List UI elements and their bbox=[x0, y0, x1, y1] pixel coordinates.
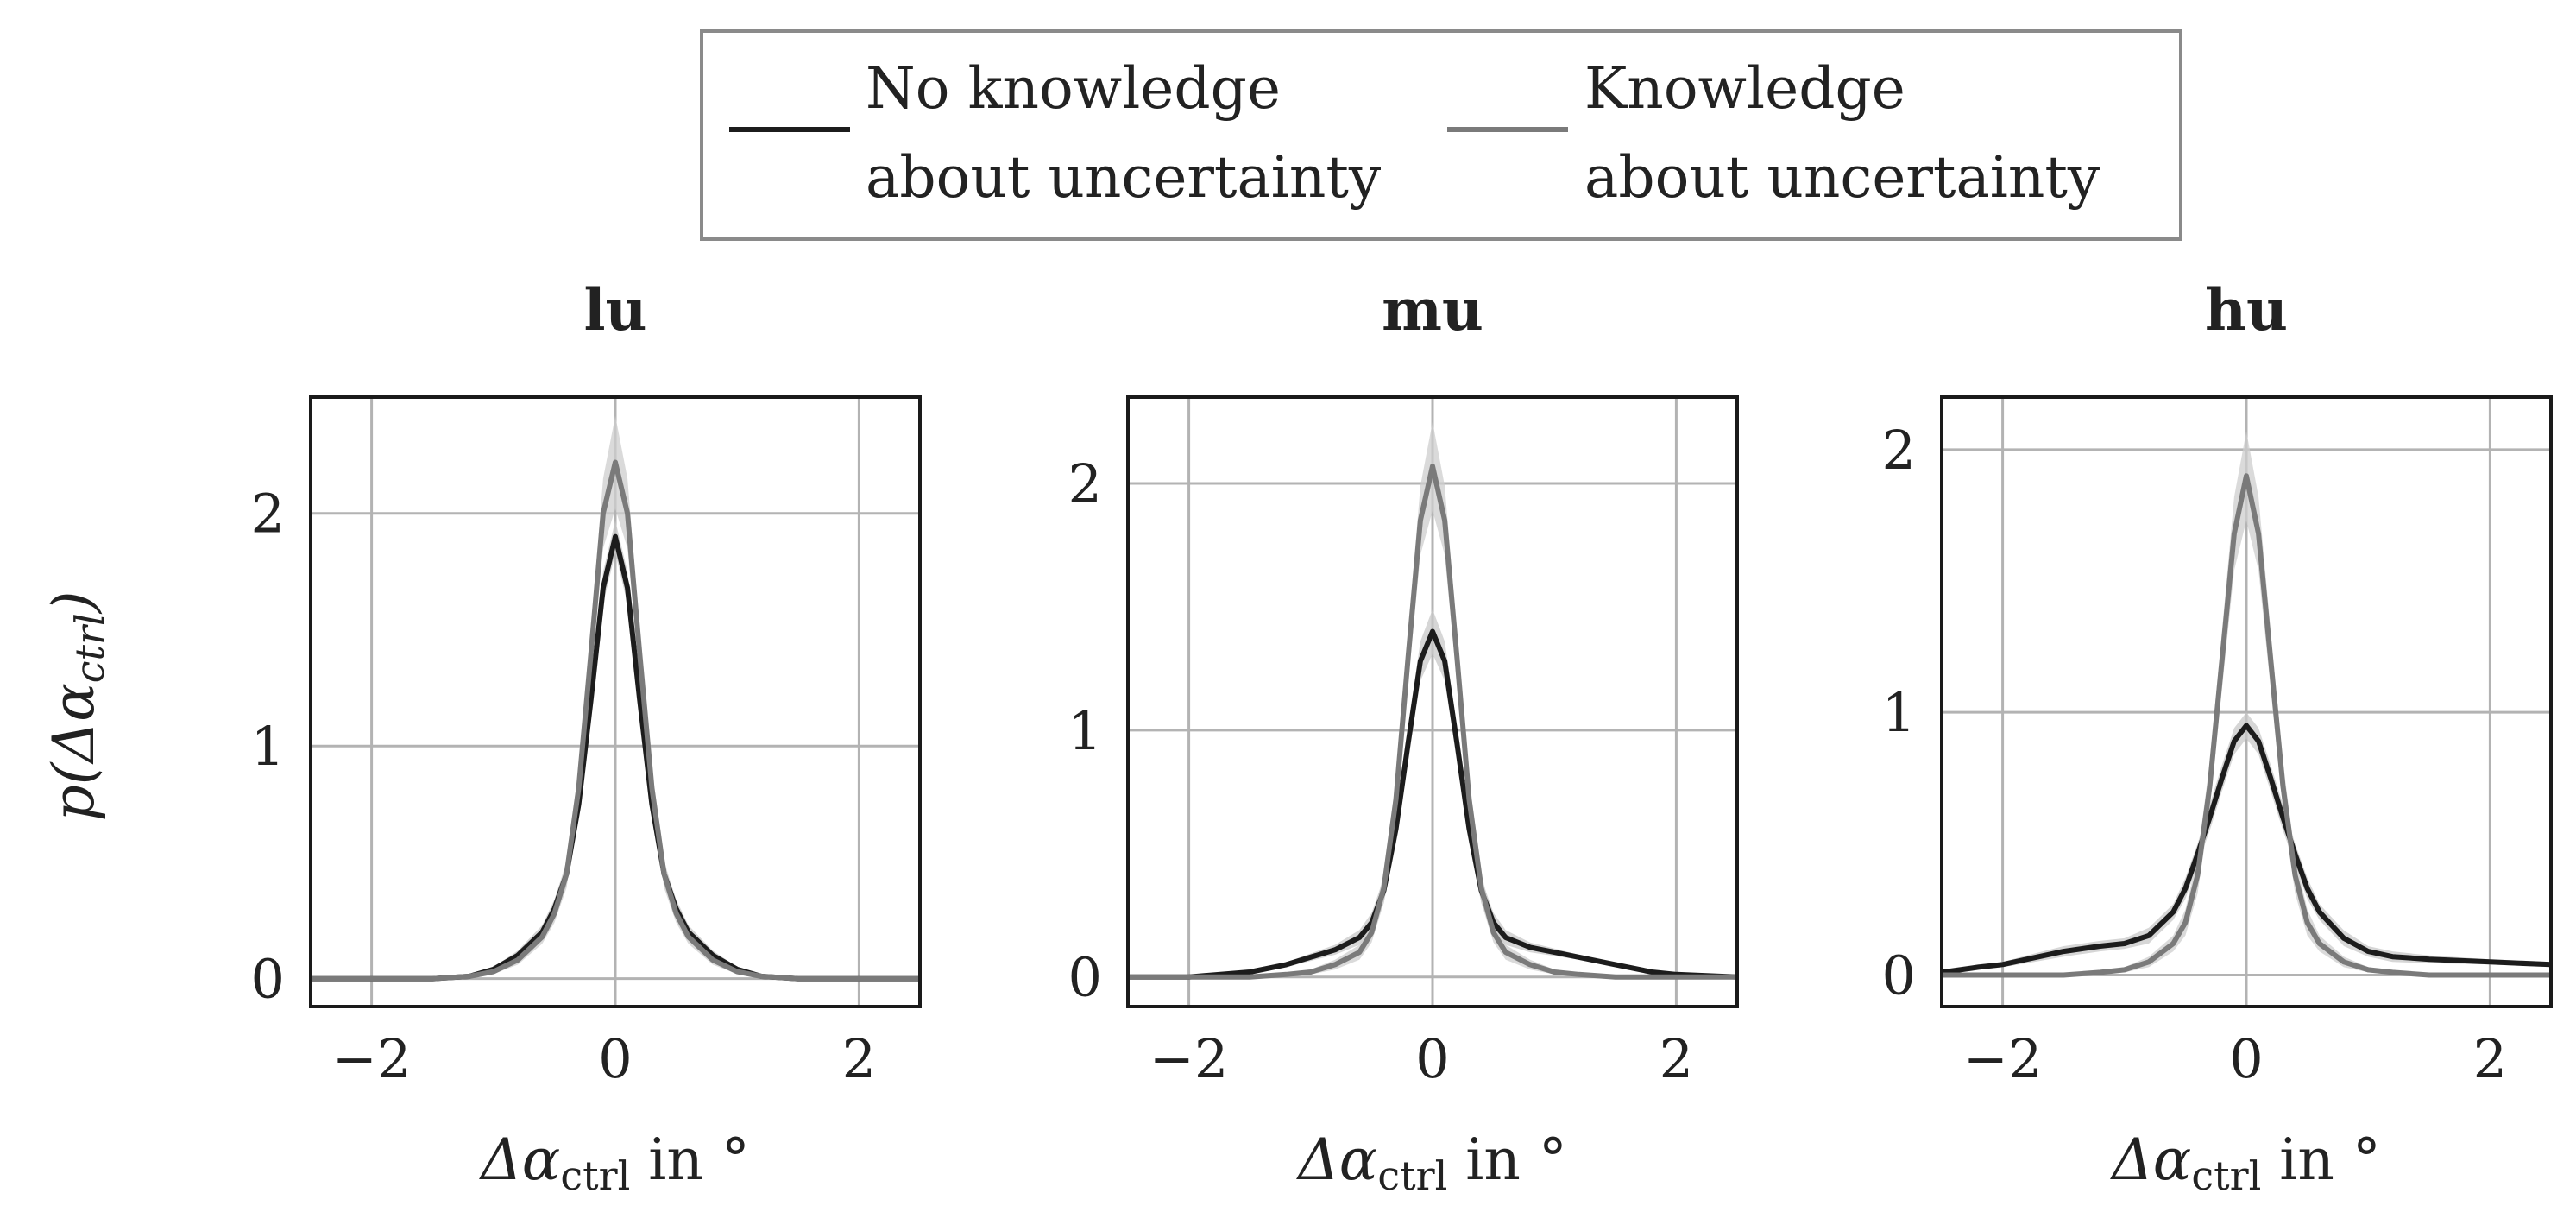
y-axis-label-main: p(Δα bbox=[41, 683, 107, 821]
panel-title-lu: lu bbox=[583, 276, 646, 344]
x-axis-label: Δαctrl in ° bbox=[1295, 1127, 1567, 1199]
x-axis-label-tail: in ° bbox=[630, 1127, 750, 1193]
plot-frame bbox=[1940, 395, 2553, 1008]
x-tick-label: 2 bbox=[842, 1027, 876, 1090]
legend-label-knowledge-line1: Knowledge bbox=[1584, 55, 1905, 122]
x-axis-label-tail: in ° bbox=[1447, 1127, 1567, 1193]
x-axis-label-tail: in ° bbox=[2261, 1127, 2381, 1193]
x-axis-label: Δαctrl in ° bbox=[478, 1127, 750, 1199]
y-tick-label: 2 bbox=[1068, 452, 1102, 515]
y-axis-label: p(Δαctrl) bbox=[41, 591, 113, 822]
x-axis-label-sub: ctrl bbox=[1377, 1152, 1447, 1199]
x-axis-label-sub: ctrl bbox=[560, 1152, 630, 1199]
x-tick-label: −2 bbox=[332, 1027, 411, 1090]
y-tick-label: 0 bbox=[1068, 946, 1102, 1009]
plot-frame bbox=[1126, 395, 1739, 1008]
x-tick-label: 0 bbox=[598, 1027, 632, 1090]
panel-title-mu: mu bbox=[1382, 276, 1483, 344]
x-tick-label: 0 bbox=[1415, 1027, 1449, 1090]
y-tick-label: 1 bbox=[1068, 699, 1102, 762]
legend-label-no-knowledge-line1: No knowledge bbox=[866, 55, 1281, 122]
legend: No knowledge about uncertainty Knowledge… bbox=[700, 29, 2182, 241]
y-tick-label: 0 bbox=[1882, 944, 1916, 1007]
series-line-0 bbox=[1128, 628, 1738, 980]
series-line-1 bbox=[1128, 464, 1737, 980]
panel-title-hu: hu bbox=[2205, 276, 2288, 344]
legend-label-knowledge-line2: about uncertainty bbox=[1584, 144, 2100, 211]
x-axis-label-main: Δα bbox=[1295, 1127, 1377, 1193]
y-tick-label: 1 bbox=[251, 715, 285, 778]
legend-frame bbox=[700, 29, 2182, 241]
panel-hu: hu −2 0 2 0 1 2 Δαctrl in ° bbox=[1882, 276, 2553, 1199]
panel-mu: mu −2 0 2 0 1 2 Δαctrl in ° bbox=[1068, 276, 1739, 1199]
panel-lu: lu −2 0 2 0 1 2 Δαctrl in ° bbox=[251, 276, 922, 1199]
series-line-1 bbox=[311, 459, 920, 982]
y-tick-label: 0 bbox=[251, 948, 285, 1011]
x-tick-label: −2 bbox=[1963, 1027, 2042, 1090]
series-line-1 bbox=[1942, 473, 2551, 978]
x-axis-label: Δαctrl in ° bbox=[2109, 1127, 2381, 1199]
y-axis-label-sub: ctrl bbox=[66, 613, 113, 683]
x-tick-label: 0 bbox=[2229, 1027, 2263, 1090]
y-tick-label: 1 bbox=[1882, 681, 1916, 744]
x-axis-label-main: Δα bbox=[478, 1127, 560, 1193]
y-tick-label: 2 bbox=[1882, 419, 1916, 482]
legend-label-no-knowledge-line2: about uncertainty bbox=[866, 144, 1382, 211]
x-tick-label: 2 bbox=[1660, 1027, 1693, 1090]
x-axis-label-sub: ctrl bbox=[2191, 1152, 2261, 1199]
x-tick-label: 2 bbox=[2473, 1027, 2507, 1090]
x-axis-label-main: Δα bbox=[2109, 1127, 2191, 1193]
plot-frame bbox=[309, 395, 922, 1008]
y-axis-label-close: ) bbox=[41, 591, 107, 616]
series-line-0 bbox=[1941, 723, 2552, 975]
x-tick-label: −2 bbox=[1149, 1027, 1228, 1090]
y-tick-label: 2 bbox=[251, 483, 285, 546]
